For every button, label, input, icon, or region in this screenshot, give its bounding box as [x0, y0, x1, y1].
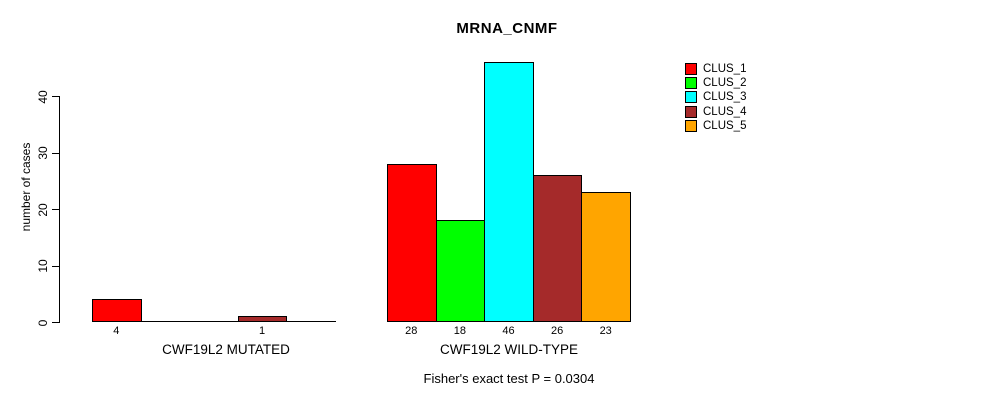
legend-label: CLUS_1 — [703, 63, 747, 76]
group-label: CWF19L2 WILD-TYPE — [439, 342, 579, 357]
group-label: CWF19L2 MUTATED — [162, 342, 290, 357]
legend-swatch — [685, 105, 697, 118]
legend-item: CLUS_1 — [685, 62, 746, 76]
bar-value-label: 18 — [453, 325, 467, 337]
y-tick — [52, 209, 60, 210]
legend-label: CLUS_2 — [703, 77, 747, 90]
legend-swatch — [685, 77, 697, 90]
bar-value-label: 4 — [113, 325, 120, 337]
bar — [484, 62, 534, 322]
chart-title: MRNA_CNMF — [456, 20, 558, 37]
legend-item: CLUS_2 — [685, 76, 746, 90]
legend-label: CLUS_3 — [703, 91, 747, 104]
y-tick — [52, 265, 60, 267]
legend-swatch — [685, 119, 697, 132]
legend-swatch — [685, 91, 697, 104]
bar-value-label: 46 — [502, 325, 515, 337]
zero-height-bar — [189, 321, 239, 322]
y-tick-label: 30 — [36, 146, 50, 160]
bar — [581, 192, 631, 322]
bar — [532, 175, 583, 322]
legend-swatch — [685, 63, 697, 76]
bar — [92, 299, 142, 322]
bar-value-label: 28 — [405, 325, 418, 337]
y-tick-label: 40 — [36, 89, 50, 104]
zero-height-bar — [286, 321, 336, 322]
bar-value-label: 26 — [550, 325, 564, 337]
fisher-test-note: Fisher's exact test P = 0.0304 — [423, 371, 595, 386]
zero-height-bar — [140, 321, 191, 322]
legend-item: CLUS_3 — [685, 90, 746, 104]
legend: CLUS_1 CLUS_2 CLUS_3 CLUS_4 CLUS_5 — [685, 62, 746, 133]
y-tick — [52, 322, 60, 323]
y-tick — [52, 152, 60, 154]
y-tick-label: 10 — [36, 259, 50, 273]
legend-label: CLUS_5 — [703, 119, 747, 132]
y-axis-label: number of cases — [19, 142, 33, 232]
bar — [435, 220, 486, 322]
y-tick-label: 20 — [36, 202, 50, 217]
bar-value-label: 23 — [599, 325, 612, 337]
bar — [237, 316, 288, 322]
legend-item: CLUS_4 — [685, 105, 746, 119]
bar — [387, 164, 437, 322]
bar-value-label: 1 — [259, 325, 266, 337]
legend-item: CLUS_5 — [685, 119, 746, 133]
y-tick-label: 0 — [36, 319, 50, 326]
y-tick — [52, 96, 60, 97]
legend-label: CLUS_4 — [703, 105, 747, 118]
